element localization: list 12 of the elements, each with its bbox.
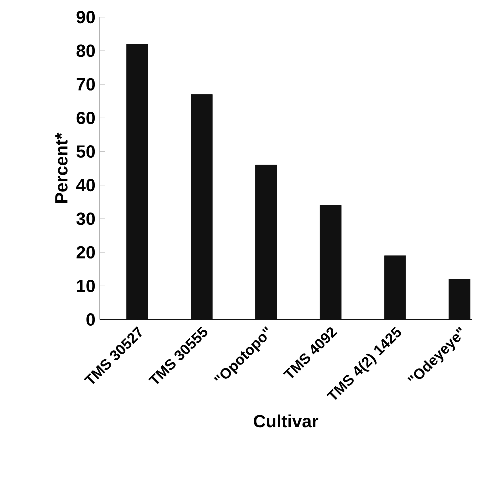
y-tick-label: 70 [77,78,96,91]
x-axis-title: Cultivar [254,414,319,428]
y-tick-label: 10 [78,280,96,292]
y-tick-label: 50 [76,146,96,158]
y-tick-label: 90 [77,11,96,24]
y-tick-label: 30 [76,212,96,226]
y-tick-label: 40 [76,179,96,192]
y-tick-label: 0 [86,314,96,326]
y-tick-label: 80 [77,44,96,58]
y-tick-label: 60 [77,112,96,124]
y-axis-title: Percent* [56,132,68,204]
y-tick-label: 20 [77,246,96,259]
